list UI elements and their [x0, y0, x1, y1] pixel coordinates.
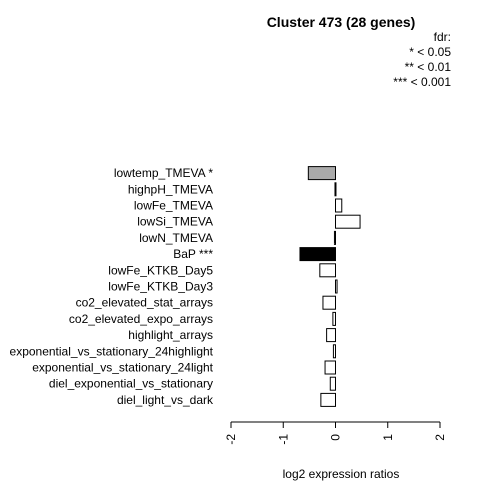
x-tick-label: 1 [381, 434, 395, 441]
x-tick-label: -1 [276, 434, 290, 445]
bar [335, 198, 343, 213]
category-label: lowFe_KTKB_Day5 [108, 263, 213, 277]
category-label: highlight_arrays [128, 328, 213, 342]
chart-title: Cluster 473 (28 genes) [267, 14, 416, 30]
category-label: lowFe_KTKB_Day3 [108, 280, 213, 294]
category-labels: lowtemp_TMEVA * highpH_TMEVA lowFe_TMEVAlo… [10, 166, 214, 407]
category-label: co2_elevated_expo_arrays [69, 312, 213, 326]
x-axis-label: log2 expression ratios [283, 467, 400, 481]
x-tick-label: 2 [433, 434, 447, 441]
category-label: diel_light_vs_dark [117, 393, 214, 407]
bar [307, 166, 336, 181]
category-label: co2_elevated_stat_arrays [76, 296, 213, 310]
bar-group [299, 166, 361, 407]
legend-line: *** < 0.001 [393, 75, 451, 89]
bar [326, 328, 336, 343]
bar [334, 182, 337, 197]
bar [332, 344, 337, 359]
category-label: lowtemp_TMEVA * [114, 166, 213, 180]
legend-line: ** < 0.01 [405, 60, 452, 74]
category-label: highpH_TMEVA [128, 182, 213, 196]
bar [333, 230, 336, 245]
bar [329, 376, 336, 391]
category-label: exponential_vs_stationary_24highlight [10, 344, 214, 358]
bar [319, 263, 337, 278]
x-tick-label: -2 [224, 434, 238, 445]
legend-line: fdr: [434, 30, 451, 44]
x-axis-ticks: -2 -1 0 1 2 [224, 422, 447, 445]
category-label: lowSi_TMEVA [137, 215, 213, 229]
bar [335, 214, 361, 229]
bar [332, 311, 337, 326]
category-label: BaP *** [173, 247, 213, 261]
legend-line: * < 0.05 [409, 45, 451, 59]
bar [320, 392, 336, 407]
chart-legend: fdr:* < 0.05** < 0.01*** < 0.001 [393, 30, 451, 89]
category-label: lowFe_TMEVA [134, 199, 213, 213]
x-tick-label: 0 [329, 434, 343, 441]
category-label: diel_exponential_vs_stationary [49, 377, 213, 391]
bar [299, 247, 336, 262]
bar [324, 360, 336, 375]
category-label: exponential_vs_stationary_24light [32, 361, 213, 375]
category-label: lowN_TMEVA [139, 231, 213, 245]
bar [335, 279, 338, 294]
bar [322, 295, 336, 310]
